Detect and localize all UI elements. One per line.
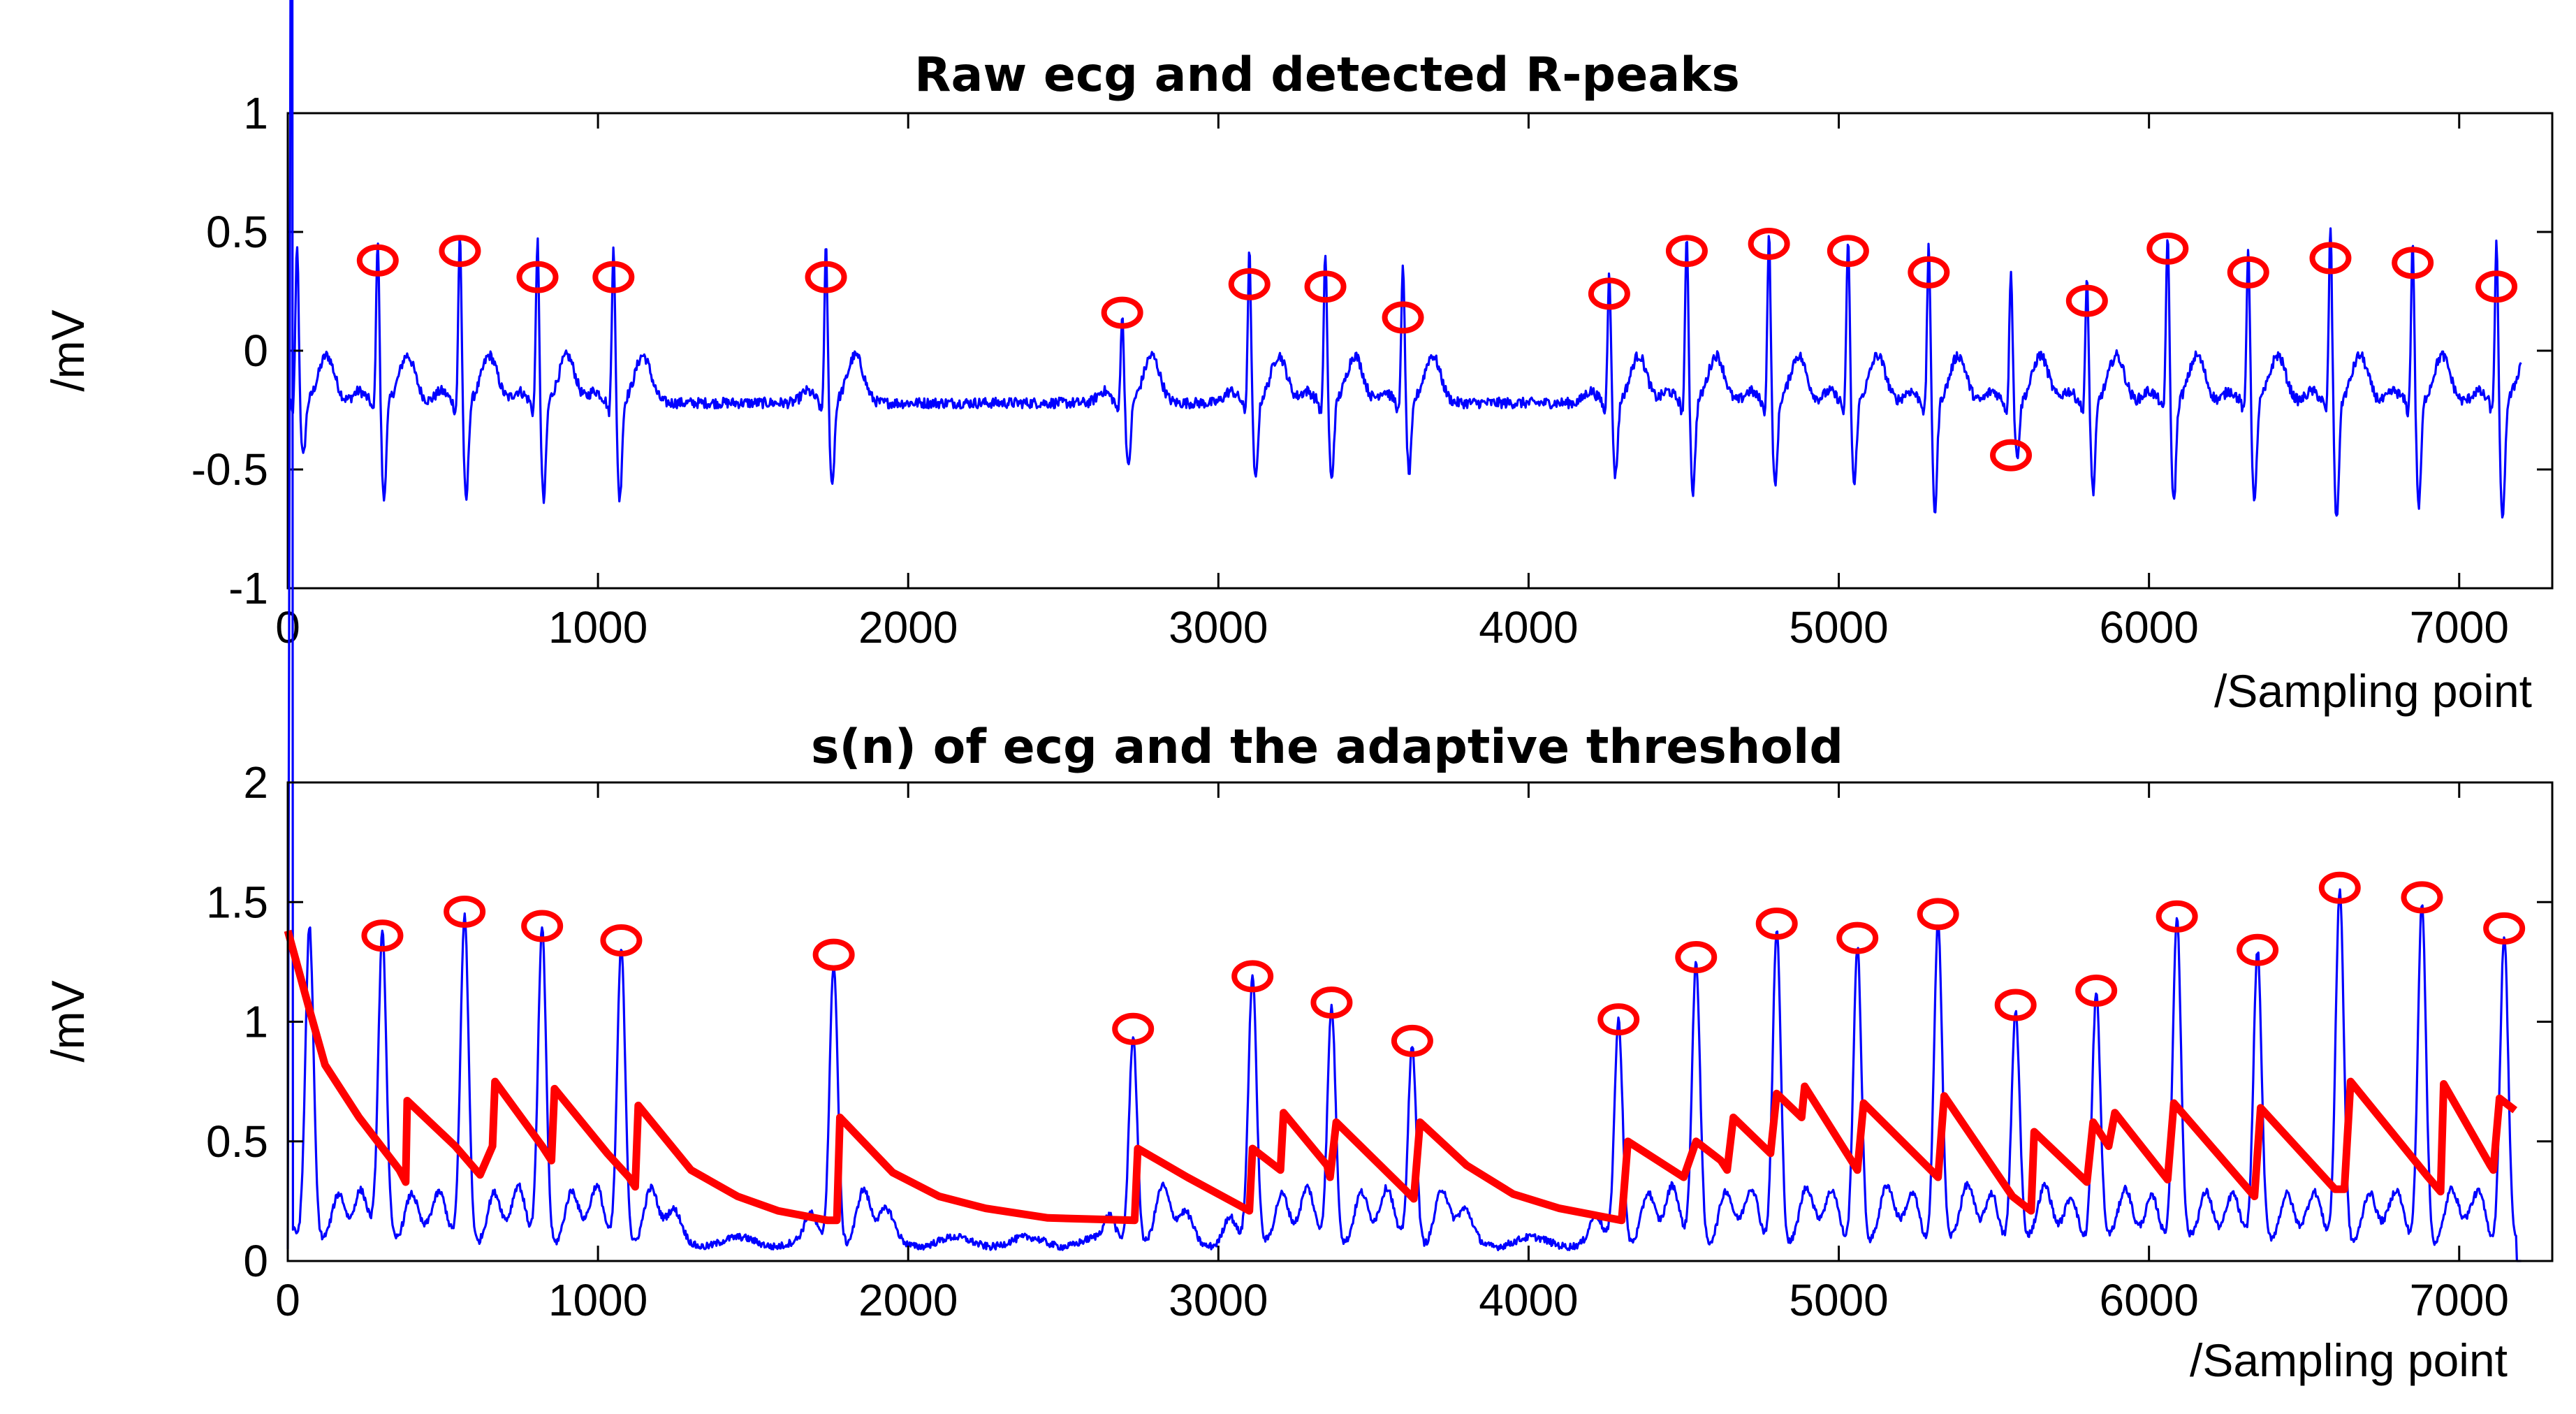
top-peak-marker (2392, 247, 2434, 279)
bottom-peak-marker (1231, 960, 1274, 993)
bottom-peak-marker (1112, 1012, 1155, 1045)
bottom-peak-marker (812, 938, 855, 971)
bottom-plot-area (284, 0, 2526, 1262)
top-peak-marker (592, 261, 635, 293)
bottom-peak-marker (444, 895, 486, 928)
top-peak-marker (1382, 301, 1424, 334)
top-peak-marker (1990, 439, 2033, 472)
bottom-y-tick-label: 0.5 (206, 1116, 268, 1167)
top-y-tick-label: 1 (243, 88, 268, 138)
bottom-x-tick-label: 5000 (1789, 1275, 1888, 1325)
bottom-peak-marker (1917, 898, 1959, 931)
top-y-tick-label: 0.5 (206, 207, 268, 257)
top-x-tick-label: 1000 (548, 602, 647, 653)
bottom-x-tick-label: 1000 (548, 1275, 647, 1325)
top-peak-marker (1665, 235, 1708, 268)
top-plot-area (286, 227, 2522, 519)
top-peak-marker (1101, 296, 1143, 329)
bottom-y-axis-label: /mV (42, 980, 94, 1062)
bottom-peak-marker (2483, 912, 2526, 945)
bottom-peak-marker (600, 924, 643, 957)
top-peak-marker (2146, 232, 2189, 265)
bottom-x-tick-label: 2000 (858, 1275, 958, 1325)
top-peak-marker (2065, 284, 2108, 317)
top-y-tick-label: -0.5 (191, 444, 268, 495)
top-x-tick-label: 2000 (858, 602, 958, 653)
top-y-tick-label: -1 (228, 563, 268, 613)
bottom-peak-marker (1836, 921, 1879, 954)
bottom-x-axis-label: /Sampling point (2190, 1334, 2508, 1386)
top-peak-marker (2309, 242, 2352, 275)
top-peak-marker (2227, 256, 2269, 289)
top-peak-marker (2475, 270, 2518, 303)
bottom-y-tick-label: 1.5 (206, 877, 268, 927)
bottom-peak-marker (2401, 881, 2443, 914)
bottom-peak-marker (1675, 941, 1718, 974)
top-chart-title: Raw ecg and detected R-peaks (914, 48, 1740, 103)
top-x-tick-label: 3000 (1169, 602, 1268, 653)
top-y-tick-label: 0 (243, 326, 268, 376)
top-x-tick-label: 6000 (2099, 602, 2198, 653)
bottom-chart-title: s(n) of ecg and the adaptive threshold (811, 720, 1843, 775)
bottom-x-tick-label: 7000 (2410, 1275, 2509, 1325)
top-peak-marker (356, 244, 399, 277)
top-x-tick-label: 5000 (1789, 602, 1888, 653)
top-signal-line (286, 227, 2522, 519)
bottom-peak-marker (2237, 933, 2279, 966)
top-ticks: 0 1000 2000 3000 4000 5000 6000 7000 -1 -0.5 0 0.5 1 (191, 88, 2552, 653)
bottom-x-tick-label: 4000 (1479, 1275, 1578, 1325)
top-peak-marker (1304, 270, 1347, 303)
bottom-y-tick-label: 1 (243, 997, 268, 1047)
bottom-x-tick-label: 6000 (2099, 1275, 2198, 1325)
top-peak-marker (516, 261, 559, 293)
top-x-tick-label: 7000 (2410, 602, 2509, 653)
bottom-signal-line (286, 0, 2522, 1262)
top-peak-marker (805, 261, 847, 293)
sn-threshold-panel: s(n) of ecg and the adaptive threshold 0… (42, 0, 2554, 1386)
bottom-peak-marker (361, 919, 404, 952)
bottom-peak-marker (1755, 908, 1798, 940)
bottom-peak-marker (2075, 974, 2118, 1007)
bottom-peak-marker (2156, 900, 2198, 933)
top-peak-marker (439, 235, 481, 268)
top-x-axis-label: /Sampling point (2214, 665, 2532, 717)
bottom-peak-marker (521, 910, 564, 942)
top-x-tick-label: 4000 (1479, 602, 1578, 653)
raw-ecg-panel: Raw ecg and detected R-peaks 0 1000 2000 30… (42, 48, 2554, 717)
bottom-peak-marker (1994, 989, 2037, 1021)
top-peak-marker (1748, 228, 1790, 260)
top-peak-marker (1908, 256, 1950, 289)
bottom-peak-marker (2318, 871, 2361, 904)
bottom-x-tick-label: 0 (275, 1275, 300, 1325)
bottom-peak-marker (1310, 986, 1353, 1019)
bottom-y-tick-label: 2 (243, 757, 268, 808)
top-x-tick-label: 0 (275, 602, 300, 653)
top-peak-marker (1228, 268, 1271, 300)
bottom-peak-marker (1391, 1024, 1433, 1057)
top-y-axis-label: /mV (42, 309, 94, 391)
top-peak-marker (1588, 277, 1630, 310)
bottom-ticks: 0 1000 2000 3000 4000 5000 6000 7000 0 0.5 1 1.5 2 (206, 757, 2552, 1325)
bottom-peak-marker (1597, 1003, 1640, 1036)
bottom-x-tick-label: 3000 (1169, 1275, 1268, 1325)
bottom-y-tick-label: 0 (243, 1236, 268, 1286)
top-peak-marker (1827, 235, 1869, 268)
bottom-threshold-line (284, 929, 2518, 1225)
